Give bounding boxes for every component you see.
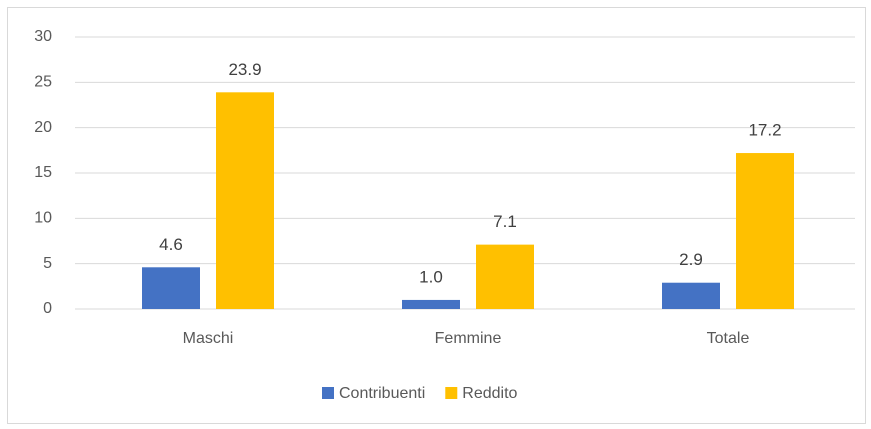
bar (662, 282, 720, 309)
data-label: 7.1 (493, 212, 517, 231)
chart-border (7, 7, 866, 424)
y-tick-label: 25 (34, 74, 52, 91)
x-tick-label: Femmine (435, 330, 502, 347)
bar (476, 244, 534, 309)
y-tick-label: 30 (34, 28, 52, 45)
y-tick-label: 20 (34, 119, 52, 136)
data-label: 4.6 (159, 235, 183, 254)
legend-swatch (445, 387, 458, 399)
y-tick-label: 5 (43, 255, 52, 272)
y-tick-label: 0 (43, 300, 52, 317)
bar (402, 299, 460, 309)
data-label: 17.2 (748, 121, 781, 140)
x-tick-label: Totale (707, 330, 750, 347)
y-tick-label: 10 (34, 210, 52, 227)
data-label: 1.0 (419, 267, 443, 286)
legend-label: Reddito (462, 385, 517, 402)
data-label: 23.9 (228, 60, 261, 79)
y-tick-label: 15 (34, 164, 52, 181)
x-tick-label: Maschi (183, 330, 234, 347)
bar (142, 267, 200, 309)
bar (736, 153, 794, 309)
legend-label: Contribuenti (339, 385, 425, 402)
data-label: 2.9 (679, 250, 703, 269)
legend-swatch (322, 387, 334, 399)
bar (216, 92, 274, 309)
